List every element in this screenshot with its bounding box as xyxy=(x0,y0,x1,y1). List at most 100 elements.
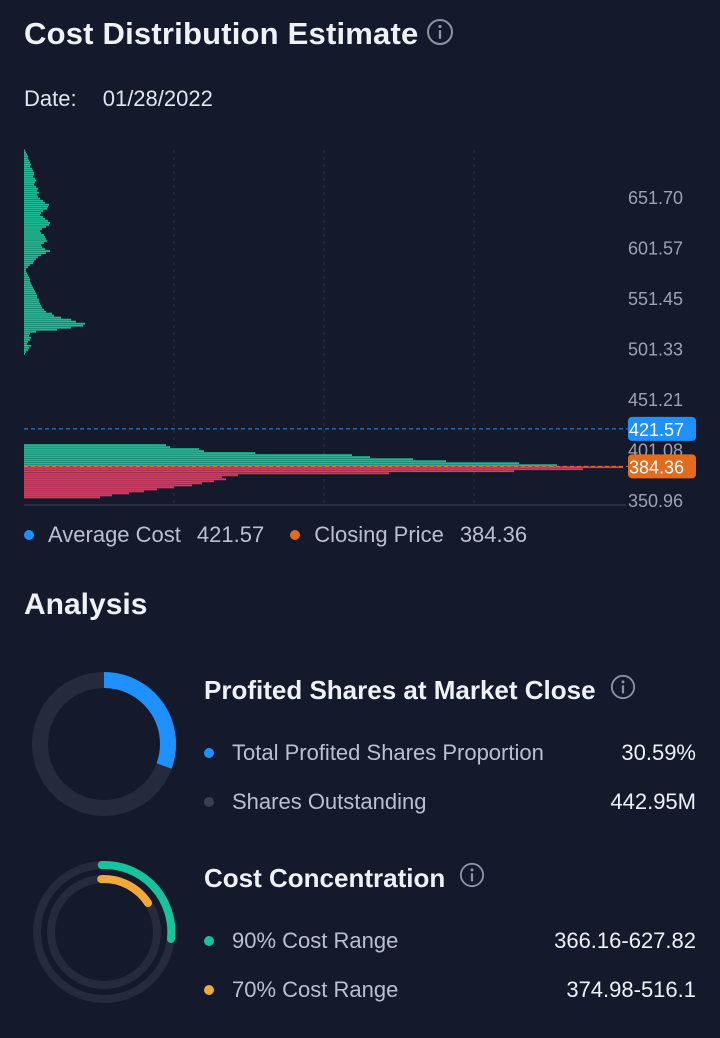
distribution-bar xyxy=(24,232,41,234)
distribution-bar xyxy=(24,238,46,240)
range90-label: 90% Cost Range xyxy=(232,928,399,953)
date-value: 01/28/2022 xyxy=(102,86,213,111)
distribution-bar xyxy=(24,183,34,186)
distribution-bar xyxy=(24,197,40,200)
average-cost-label: Average Cost xyxy=(48,522,181,547)
distribution-bar xyxy=(24,330,36,333)
y-axis-ticks: 651.70601.57551.45501.33451.21401.08350.… xyxy=(628,188,683,510)
profited-shares-title: Profited Shares at Market Close xyxy=(204,675,596,705)
y-tick-label: 601.57 xyxy=(628,239,683,259)
y-tick-label: 451.21 xyxy=(628,390,683,410)
distribution-bar xyxy=(24,193,37,196)
cost-distribution-chart[interactable]: 651.70601.57551.45501.33451.21401.08350.… xyxy=(0,140,720,510)
chart-grid xyxy=(24,150,626,506)
proportion-value: 30.59% xyxy=(621,740,696,765)
distribution-bar xyxy=(24,224,49,226)
info-icon[interactable] xyxy=(610,674,636,707)
distribution-bar xyxy=(24,450,204,452)
distribution-bar xyxy=(24,468,583,471)
distribution-bar xyxy=(24,236,45,238)
distribution-bar xyxy=(24,324,83,327)
distribution-bar xyxy=(24,173,34,176)
distribution-bar xyxy=(24,258,36,261)
distribution-bar xyxy=(24,292,36,295)
distribution-bar xyxy=(24,185,36,188)
distribution-bar xyxy=(24,205,48,208)
distribution-bar xyxy=(24,203,49,206)
distribution-bar xyxy=(24,486,174,489)
distribution-bar xyxy=(24,260,34,263)
distribution-bar xyxy=(24,308,44,311)
average-cost-tag xyxy=(628,416,696,441)
outstanding-label: Shares Outstanding xyxy=(232,789,427,814)
average-cost-dot xyxy=(24,530,34,540)
distribution-bar xyxy=(24,340,28,343)
distribution-bar xyxy=(24,294,37,297)
proportion-dot xyxy=(204,748,214,758)
info-icon[interactable] xyxy=(459,862,485,895)
distribution-bar xyxy=(24,452,255,454)
distribution-bar xyxy=(24,195,38,198)
distribution-bar xyxy=(24,276,29,279)
distribution-bar xyxy=(24,266,28,269)
distribution-bar xyxy=(24,216,43,218)
date-label: Date: xyxy=(24,86,77,111)
distribution-bar xyxy=(24,187,38,190)
range70-arc xyxy=(97,875,152,907)
distribution-bar xyxy=(24,268,26,271)
distribution-bar xyxy=(24,218,45,220)
distribution-bar xyxy=(24,199,43,202)
range90-dot xyxy=(204,936,214,946)
distribution-bar xyxy=(24,270,26,273)
page-title: Cost Distribution Estimate xyxy=(24,16,419,51)
range70-label: 70% Cost Range xyxy=(232,977,399,1002)
info-icon[interactable] xyxy=(426,18,454,51)
distribution-bar xyxy=(24,460,446,463)
distribution-bar xyxy=(24,349,28,351)
distribution-bar xyxy=(24,248,45,250)
average-cost-value: 421.57 xyxy=(196,522,265,547)
outstanding-value: 442.95M xyxy=(610,789,696,814)
cost-concentration-title: Cost Concentration xyxy=(204,863,446,893)
header: Cost Distribution Estimate xyxy=(24,16,454,52)
distribution-bar xyxy=(24,344,31,347)
distribution-bar xyxy=(24,179,36,182)
distribution-bar xyxy=(24,189,37,192)
distribution-bar xyxy=(24,470,514,473)
distribution-bar xyxy=(24,336,31,339)
distribution-bar xyxy=(24,494,112,497)
distribution-bar xyxy=(24,222,50,224)
distribution-bar xyxy=(24,320,76,323)
distribution-bar xyxy=(24,332,30,335)
y-tick-label: 651.70 xyxy=(628,188,683,208)
distribution-bar xyxy=(24,444,166,446)
distribution-bar xyxy=(24,310,46,313)
distribution-bar xyxy=(24,353,25,355)
y-tick-label: 350.96 xyxy=(628,491,683,510)
distribution-bar xyxy=(24,290,35,293)
range90-arc xyxy=(97,860,176,943)
distribution-bar xyxy=(24,476,222,479)
closing-price-label: Closing Price xyxy=(314,522,444,547)
distribution-bar xyxy=(24,149,25,152)
distribution-bar xyxy=(24,312,52,315)
distribution-bar xyxy=(24,274,28,277)
distribution-bar xyxy=(24,322,85,325)
distribution-bar xyxy=(24,161,30,164)
distribution-bar xyxy=(24,242,44,244)
distribution-bar xyxy=(24,300,39,303)
distribution-bar xyxy=(24,153,27,156)
distribution-bar xyxy=(24,272,27,275)
range70-value: 374.98-516.1 xyxy=(566,977,696,1002)
analysis-heading: Analysis xyxy=(24,588,148,621)
range70-dot xyxy=(204,985,214,995)
distribution-bar xyxy=(24,151,26,154)
distribution-bar xyxy=(24,488,157,491)
distribution-bar xyxy=(24,288,34,291)
profited-proportion-row: Total Profited Shares Proportion 30.59% xyxy=(204,740,696,766)
distribution-bar xyxy=(24,163,31,166)
proportion-label: Total Profited Shares Proportion xyxy=(232,740,544,765)
distribution-bar xyxy=(24,480,214,483)
distribution-bar xyxy=(24,212,41,214)
shares-outstanding-row: Shares Outstanding 442.95M xyxy=(204,789,696,815)
